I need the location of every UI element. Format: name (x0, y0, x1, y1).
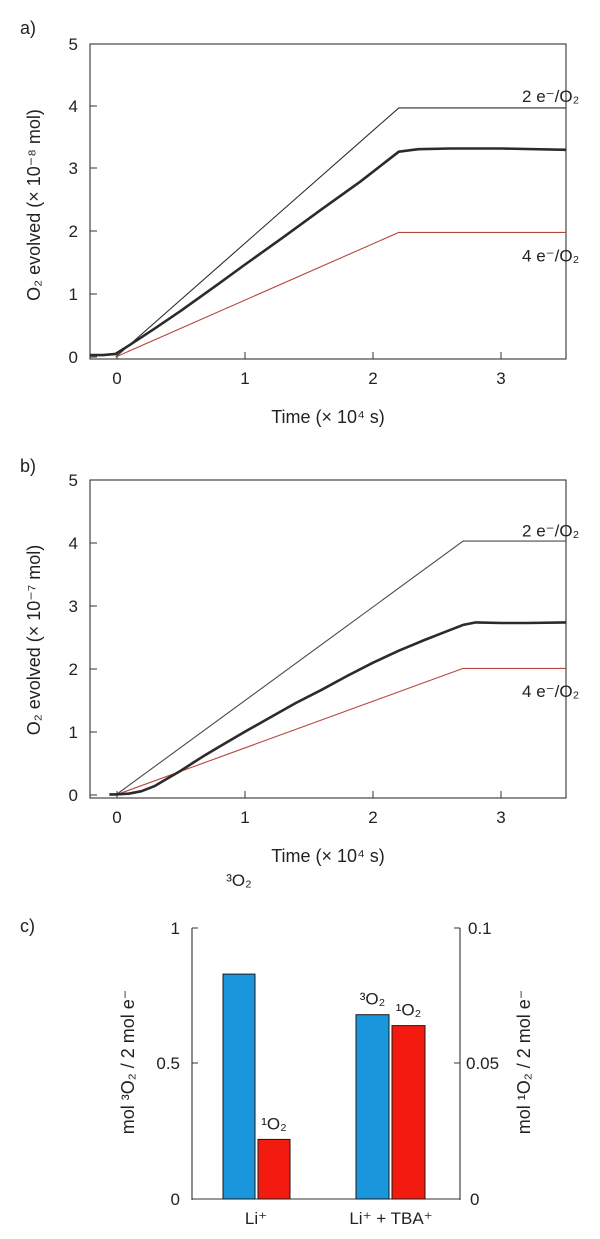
panel-c-right-tick-label-1: 0.05 (466, 1054, 499, 1073)
panel-c-left-tick-label-0: 0 (171, 1190, 180, 1209)
panel-b-ytick-label-5: 5 (69, 471, 78, 490)
panel-a-label: a) (20, 18, 36, 38)
panel-a-xlabel: Time (× 10⁴ s) (271, 407, 385, 427)
panel-c-right-ticks: 0 0.05 0.1 (454, 919, 499, 1209)
panel-b-line-measured (109, 621, 567, 796)
panel-a-xtick-label-2: 2 (368, 369, 377, 388)
panel-a-ytick-label-1: 1 (69, 285, 78, 304)
panel-a-xtick-label-3: 3 (496, 369, 505, 388)
panel-a-axes (89, 43, 567, 360)
panel-a-ytick-label-0: 0 (69, 348, 78, 367)
bar-label-3o2-li: ³O₂ (226, 871, 251, 890)
panel-b-label: b) (20, 456, 36, 476)
panel-a-ytick-label-4: 4 (69, 97, 78, 116)
panel-c-right-tick-label-0: 0 (470, 1190, 479, 1209)
panel-a-annotation-4e: 4 e⁻/O₂ (522, 247, 579, 266)
panel-b-xlabel: Time (× 10⁴ s) (271, 846, 385, 866)
panel-a-xticks: 0 1 2 3 (112, 352, 506, 388)
panel-b-ytick-label-2: 2 (69, 660, 78, 679)
panel-b-ytick-label-0: 0 (69, 786, 78, 805)
panel-b-ytick-label-4: 4 (69, 534, 78, 553)
panel-b-ytick-label-1: 1 (69, 723, 78, 742)
panel-b-xtick-label-2: 2 (368, 808, 377, 827)
panel-c-category-li: Li⁺ (245, 1209, 267, 1228)
panel-b-xtick-label-0: 0 (112, 808, 121, 827)
panel-b: b) 0 1 2 3 0 1 2 3 4 5 2 e (20, 456, 579, 866)
panel-a-ytick-label-3: 3 (69, 159, 78, 178)
panel-a-line-2e (115, 107, 566, 358)
panel-a: a) 0 1 2 3 0 1 2 3 4 5 2 e (20, 18, 579, 427)
bar-1o2-li-tba (391, 1025, 426, 1200)
panel-c-left-ticks: 0 0.5 1 (156, 919, 198, 1209)
panel-a-ylabel: O₂ evolved (× 10⁻⁸ mol) (24, 109, 44, 301)
panel-c-ylabel-right: mol ¹O₂ / 2 mol e⁻ (514, 990, 534, 1135)
panel-a-line-4e (115, 231, 566, 358)
panel-c-left-tick-label-2: 1 (171, 919, 180, 938)
panel-a-line-measured (90, 147, 567, 357)
panel-b-xtick-label-1: 1 (240, 808, 249, 827)
panel-a-ytick-label-2: 2 (69, 222, 78, 241)
panel-c-left-tick-label-1: 0.5 (156, 1054, 180, 1073)
panel-a-annotation-2e: 2 e⁻/O₂ (522, 87, 579, 106)
bar-label-3o2-li-tba: ³O₂ (360, 990, 385, 1009)
panel-b-ylabel: O₂ evolved (× 10⁻⁷ mol) (24, 545, 44, 736)
panel-b-annotation-2e: 2 e⁻/O₂ (522, 521, 579, 540)
panel-c-right-tick-label-2: 0.1 (468, 919, 492, 938)
panel-b-annotation-4e: 4 e⁻/O₂ (522, 682, 579, 701)
panel-c: c) 0 0.5 1 0 0.05 0.1 ³O₂ ¹O₂ ³O₂ ¹O₂ Li… (20, 871, 534, 1228)
bar-1o2-li (257, 1138, 291, 1200)
bar-label-1o2-li-tba: ¹O₂ (396, 1001, 421, 1020)
bar-label-1o2-li: ¹O₂ (261, 1114, 286, 1133)
bar-3o2-li-tba (355, 1014, 390, 1200)
panel-b-yticks: 0 1 2 3 4 5 (69, 471, 97, 805)
panel-b-xticks: 0 1 2 3 (112, 791, 506, 827)
panel-a-ytick-label-5: 5 (69, 35, 78, 54)
panel-c-label: c) (20, 916, 35, 936)
panel-c-ylabel-left: mol ³O₂ / 2 mol e⁻ (118, 990, 138, 1135)
panel-b-xtick-label-3: 3 (496, 808, 505, 827)
panel-b-ytick-label-3: 3 (69, 597, 78, 616)
panel-a-xtick-label-0: 0 (112, 369, 121, 388)
panel-c-category-li-tba: Li⁺ + TBA⁺ (349, 1209, 432, 1228)
panel-a-yticks: 0 1 2 3 4 5 (69, 35, 97, 367)
panel-a-xtick-label-1: 1 (240, 369, 249, 388)
bar-3o2-li (222, 973, 256, 1200)
panel-b-line-2e (115, 540, 566, 796)
panel-b-axes (89, 479, 567, 799)
panel-b-line-4e (115, 667, 566, 796)
